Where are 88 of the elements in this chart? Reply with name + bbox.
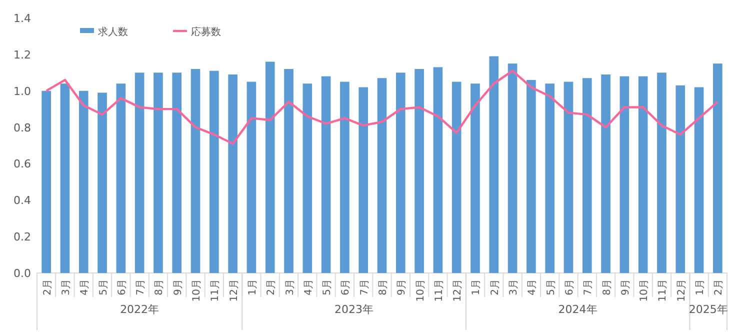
y-tick-label: 0.6 xyxy=(14,158,31,171)
bar xyxy=(526,80,536,273)
text: 2024年 xyxy=(558,303,598,316)
bar xyxy=(228,74,238,273)
bar xyxy=(713,64,722,273)
x-tick-label: 8月 xyxy=(154,279,166,296)
x-tick-label: 4月 xyxy=(527,279,538,296)
bar xyxy=(582,78,592,273)
bar xyxy=(98,92,107,273)
bar xyxy=(620,76,630,273)
x-tick-label: 6月 xyxy=(564,279,576,296)
x-tick-label: 7月 xyxy=(136,279,147,296)
x-tick-label: 2月 xyxy=(490,279,501,296)
bar xyxy=(78,90,88,273)
y-tick-label: 0.8 xyxy=(14,121,31,134)
bar xyxy=(676,85,686,273)
x-tick-label: 11月 xyxy=(434,279,445,302)
bar xyxy=(302,84,312,273)
x-tick-label: 2月 xyxy=(266,279,278,296)
x-tick-label: 1月 xyxy=(471,279,482,296)
x-tick-label: 7月 xyxy=(583,279,594,296)
x-tick-label: 6月 xyxy=(340,279,352,296)
x-tick-label: 11月 xyxy=(210,279,222,302)
x-tick-label: 2月 xyxy=(714,279,725,296)
bar xyxy=(396,72,406,273)
x-tick-label: 12月 xyxy=(676,279,688,302)
bar xyxy=(42,90,51,273)
x-tick-label: 4月 xyxy=(80,279,91,296)
bar xyxy=(284,69,294,273)
x-tick-label: 10月 xyxy=(192,279,203,302)
bar xyxy=(414,69,424,273)
bar xyxy=(508,64,518,273)
x-tick-label: 1月 xyxy=(247,279,258,296)
bar xyxy=(638,76,648,273)
bar xyxy=(377,78,387,273)
bar xyxy=(452,82,462,273)
x-tick-label: 10月 xyxy=(415,279,426,302)
x-tick-label: 9月 xyxy=(620,279,632,296)
bar xyxy=(657,72,666,273)
text: 2023年 xyxy=(334,303,374,316)
y-tick-label: 0.4 xyxy=(14,194,31,208)
x-tick-label: 9月 xyxy=(172,279,184,296)
x-tick-label: 12月 xyxy=(228,279,240,302)
bar xyxy=(246,82,256,273)
bar xyxy=(601,74,610,273)
bar xyxy=(545,84,554,273)
x-tick-label: 8月 xyxy=(602,279,613,296)
bar xyxy=(433,67,443,273)
x-tick-label: 5月 xyxy=(322,279,334,296)
y-tick-label: 1.0 xyxy=(14,84,31,98)
bar xyxy=(134,72,144,273)
x-tick-label: 12月 xyxy=(452,279,464,302)
bar xyxy=(116,84,126,273)
x-tick-label: 2月 xyxy=(42,279,54,296)
bar xyxy=(190,69,200,273)
x-tick-label: 9月 xyxy=(396,279,408,296)
text: 2022年 xyxy=(120,303,160,316)
text: 2025年 xyxy=(688,303,728,316)
x-tick-label: 3月 xyxy=(284,279,296,296)
x-tick-label: 5月 xyxy=(546,279,557,296)
legend-label: 応募数 xyxy=(191,26,221,38)
bar xyxy=(210,70,219,273)
x-tick-label: 7月 xyxy=(359,279,370,296)
y-tick-label: 1.4 xyxy=(14,12,31,25)
x-tick-label: 3月 xyxy=(60,279,72,296)
bar xyxy=(564,82,574,273)
legend-label: 求人数 xyxy=(98,26,128,38)
y-tick-label: 1.2 xyxy=(14,48,31,62)
x-tick-label: 8月 xyxy=(378,279,389,296)
y-tick-label: 0.2 xyxy=(14,230,31,244)
x-tick-label: 1月 xyxy=(695,279,706,296)
bar xyxy=(489,56,499,273)
x-tick-label: 5月 xyxy=(98,279,110,296)
bar xyxy=(694,87,704,273)
bar xyxy=(340,82,350,273)
x-tick-label: 10月 xyxy=(639,279,650,302)
y-tick-label: 0.0 xyxy=(14,267,31,280)
bar xyxy=(265,62,275,273)
bar xyxy=(321,76,331,273)
bar xyxy=(154,72,163,273)
x-tick-label: 4月 xyxy=(303,279,314,296)
bar xyxy=(60,84,70,273)
x-tick-label: 6月 xyxy=(116,279,128,296)
bar xyxy=(358,87,368,273)
bar xyxy=(172,72,182,273)
x-tick-label: 3月 xyxy=(508,279,520,296)
x-tick-label: 11月 xyxy=(658,279,669,302)
bar xyxy=(470,84,480,273)
